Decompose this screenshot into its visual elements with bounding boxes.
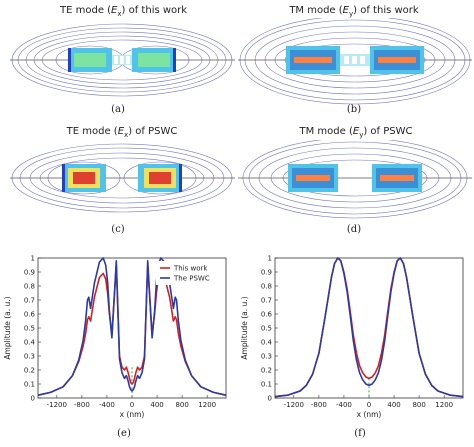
panel-b-title: TM mode (Ey) of this work — [289, 5, 419, 18]
field-map-a — [10, 23, 235, 97]
panel-b-title-var: E — [342, 5, 349, 16]
mode-field-a — [68, 48, 176, 72]
panel-b-title-post: ) of this work — [353, 5, 419, 16]
x-axis-label: x (nm) — [120, 410, 145, 419]
legend-box — [156, 261, 224, 285]
y-tick-label: 1 — [268, 255, 272, 263]
panel-d-title-sub: y — [359, 131, 364, 139]
panel-d-title: TM mode (Ey) of PSWC — [296, 126, 416, 139]
x-tick-label: 400 — [387, 401, 400, 409]
x-tick-label: 400 — [150, 401, 163, 409]
y-tick-label: 0.9 — [261, 269, 272, 277]
field-map-d — [238, 140, 472, 219]
y-tick-label: 0 — [31, 395, 35, 403]
y-tick-label: 0.6 — [261, 311, 273, 319]
y-tick-label: 0.5 — [24, 325, 35, 333]
x-tick-label: -400 — [99, 401, 115, 409]
y-tick-label: 0.7 — [24, 297, 35, 305]
y-tick-label: 0.7 — [261, 297, 272, 305]
legend-entry: This work — [173, 265, 208, 273]
panel-c-title-sub: x — [124, 131, 129, 139]
x-axis-label: x (nm) — [357, 410, 382, 419]
legend-entry: The PSWC — [173, 275, 210, 283]
y-tick-label: 0.2 — [261, 367, 272, 375]
y-tick-label: 0.8 — [24, 283, 35, 291]
y-axis-label: Amplitude (a. u.) — [3, 296, 12, 359]
panel-e-label: (e) — [117, 428, 131, 439]
panel-c-label: (c) — [111, 224, 125, 235]
series-line-pswc — [274, 257, 464, 398]
x-tick-label: 0 — [367, 401, 371, 409]
panel-c-title: TE mode (Ex) of PSWC — [62, 126, 182, 139]
mode-field-b — [286, 46, 424, 74]
panel-f-label: (f) — [354, 428, 366, 439]
x-tick-label: 800 — [175, 401, 188, 409]
y-tick-label: 1 — [31, 255, 35, 263]
y-tick-label: 0.2 — [24, 367, 35, 375]
mode-field-d — [288, 164, 422, 192]
y-tick-label: 0.9 — [24, 269, 35, 277]
x-tick-label: -1200 — [284, 401, 304, 409]
field-map-b — [238, 18, 472, 105]
x-tick-label: -1200 — [47, 401, 67, 409]
y-tick-label: 0.3 — [24, 353, 35, 361]
x-tick-label: 1200 — [435, 401, 453, 409]
x-tick-label: 0 — [130, 401, 134, 409]
panel-c-title-var: E — [117, 126, 125, 137]
y-tick-label: 0.1 — [24, 381, 35, 389]
panel-d-title-var: E — [352, 126, 360, 137]
panel-d-title-pre: TM mode ( — [299, 126, 353, 137]
panel-a-title-pre: TE mode ( — [60, 5, 112, 16]
series-line-this-work — [37, 264, 227, 396]
x-tick-label: 800 — [412, 401, 425, 409]
y-tick-label: 0.8 — [261, 283, 272, 291]
panel-d-label: (d) — [346, 224, 362, 235]
y-tick-label: 0.4 — [24, 339, 36, 347]
panel-b-title-sub: y — [349, 10, 354, 18]
x-tick-label: -800 — [311, 401, 327, 409]
series-line-pswc — [37, 257, 227, 396]
x-tick-label: -800 — [74, 401, 90, 409]
y-tick-label: 0.3 — [261, 353, 272, 361]
mode-field-c — [62, 164, 182, 192]
field-map-c — [10, 143, 235, 213]
chart-e: 0 0.1 0.2 0.3 0.4 0.5 0.6 0.7 0.8 0.9 1 -1200 -800 -4… — [3, 255, 227, 419]
panel-c-title-post: ) of PSWC — [128, 126, 178, 137]
panel-a-title-var: E — [111, 5, 118, 16]
panel-c-title-pre: TE mode ( — [66, 126, 118, 137]
panel-a-title-sub: x — [117, 10, 122, 18]
y-tick-label: 0 — [268, 395, 272, 403]
panel-a-title-post: ) of this work — [121, 5, 188, 16]
contour-lines-d — [242, 140, 468, 219]
chart-f: 0 0.1 0.2 0.3 0.4 0.5 0.6 0.7 0.8 0.9 1 -1200 -800 -4… — [240, 255, 464, 419]
y-axis-label: Amplitude (a. u.) — [240, 296, 249, 359]
x-tick-label: -400 — [336, 401, 352, 409]
plot-frame — [274, 257, 464, 399]
y-tick-label: 0.1 — [261, 381, 272, 389]
panel-b-label: (b) — [346, 104, 362, 115]
x-tick-label: 1200 — [198, 401, 216, 409]
y-tick-label: 0.6 — [24, 311, 36, 319]
y-tick-label: 0.4 — [261, 339, 273, 347]
panel-d-title-post: ) of PSWC — [363, 126, 413, 137]
panel-a-title: TE mode (Ex) of this work — [60, 5, 187, 18]
y-tick-label: 0.5 — [261, 325, 272, 333]
panel-a-label: (a) — [111, 104, 125, 115]
panel-b-title-pre: TM mode ( — [289, 5, 343, 16]
